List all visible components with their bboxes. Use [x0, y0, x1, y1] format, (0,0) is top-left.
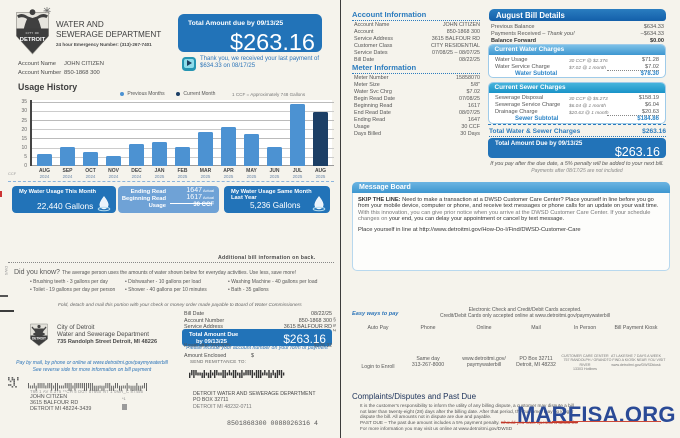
- svg-text:CITY OF: CITY OF: [26, 31, 40, 35]
- svg-text:DETROIT: DETROIT: [32, 337, 46, 341]
- svg-text:DETROIT: DETROIT: [20, 37, 46, 43]
